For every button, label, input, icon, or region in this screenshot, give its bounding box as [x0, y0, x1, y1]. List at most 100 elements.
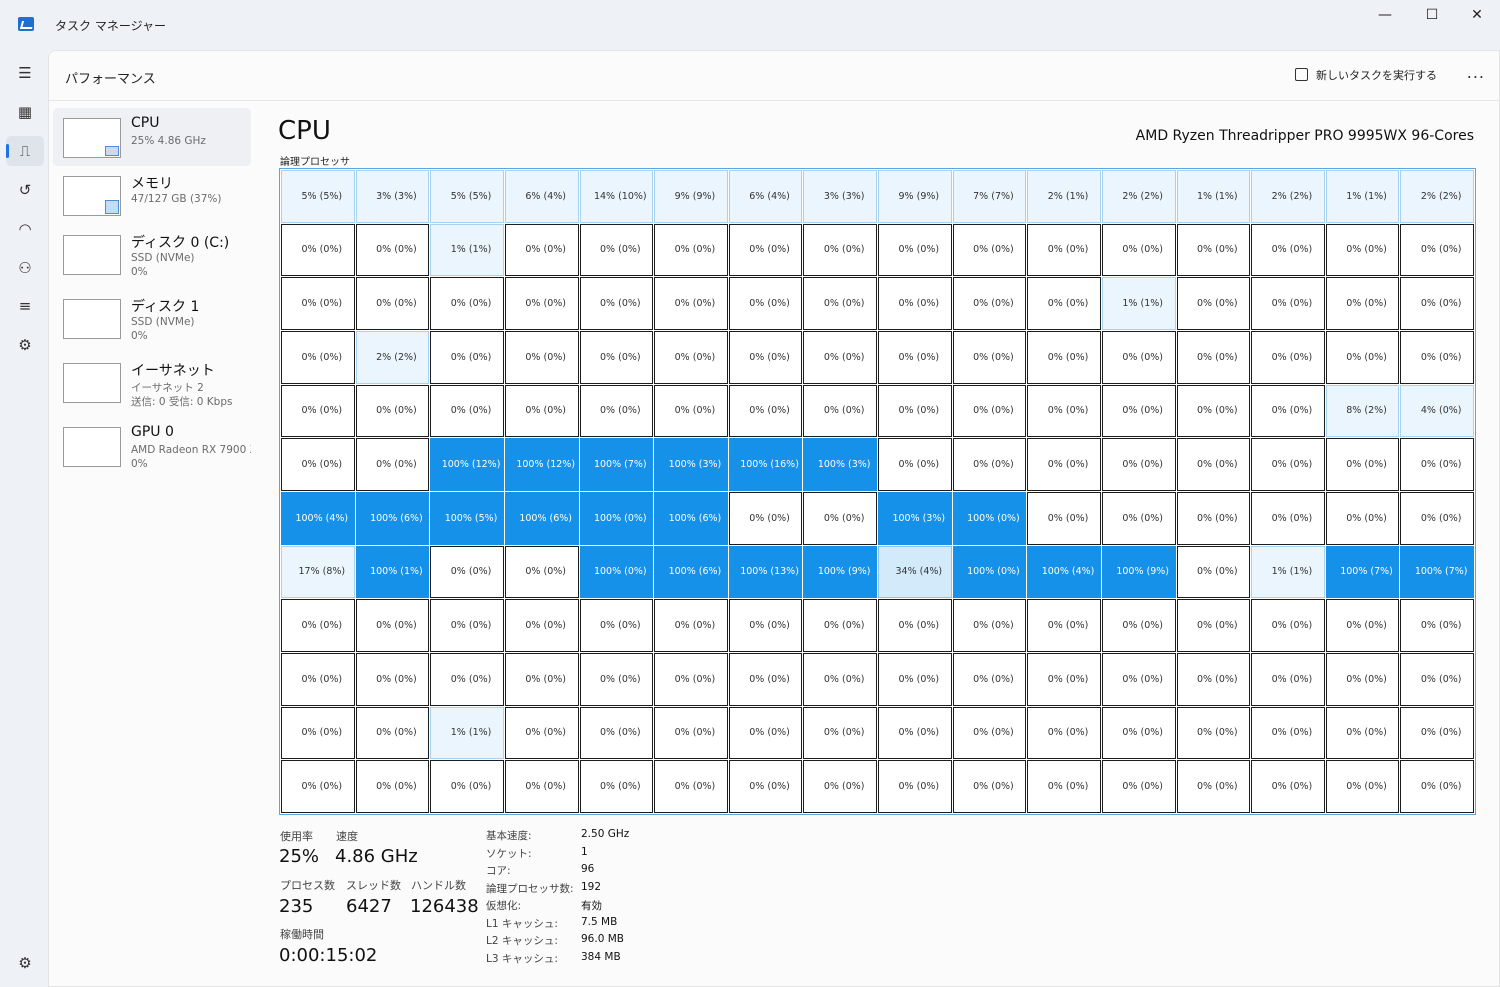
logical-processor-cell: 0% (0%) — [1101, 653, 1176, 706]
spec-key: L2 キャッシュ: — [486, 935, 558, 947]
logical-processor-cell: 0% (0%) — [579, 331, 654, 384]
resource-item-cpu[interactable]: CPU 25% 4.86 GHz — [53, 108, 251, 166]
resource-item-ethernet[interactable]: イーサネット イーサネット 2 送信: 0 受信: 0 Kbps — [53, 353, 251, 411]
logical-processor-cell: 0% (0%) — [281, 706, 355, 760]
menu-icon[interactable]: ☰ — [18, 64, 32, 82]
resource-item-memory[interactable]: メモリ 47/127 GB (37%) — [53, 166, 251, 224]
logical-processor-cell: 0% (0%) — [1325, 760, 1400, 813]
details-icon[interactable]: ≡ — [18, 297, 32, 315]
close-button[interactable]: ✕ — [1471, 7, 1483, 23]
utilization-value: 25% — [279, 846, 320, 867]
logical-processor-cell: 0% (0%) — [504, 223, 579, 277]
logical-processor-cell: 0% (0%) — [504, 384, 579, 438]
resource-usage: 0% — [131, 330, 148, 342]
uptime-value: 0:00:15:02 — [279, 945, 378, 966]
logical-processor-cell: 1% (1%) — [1325, 170, 1400, 223]
logical-processor-grid: 5% (5%) 3% (3%) 5% (5%) 6% (4%) 14% (10%) 9% … — [279, 168, 1476, 815]
resource-name: ディスク 1 — [131, 299, 200, 315]
logical-processor-cell: 100% (9%) — [803, 545, 877, 599]
services-icon[interactable]: ⚙ — [18, 336, 32, 354]
logical-processor-cell: 100% (7%) — [1400, 545, 1474, 599]
logical-processor-cell: 0% (0%) — [504, 760, 579, 813]
logical-processor-cell: 100% (3%) — [878, 492, 952, 545]
logical-processor-cell: 0% (0%) — [504, 706, 579, 760]
logical-processor-cell: 0% (0%) — [654, 223, 728, 277]
logical-processor-cell: 0% (0%) — [728, 760, 803, 813]
logical-processor-cell: 0% (0%) — [1251, 653, 1325, 706]
speed-value: 4.86 GHz — [335, 846, 418, 867]
logical-processor-cell: 0% (0%) — [878, 706, 952, 760]
logical-processor-cell: 0% (0%) — [355, 599, 430, 652]
logical-processor-cell: 0% (0%) — [1027, 331, 1101, 384]
logical-processor-cell: 0% (0%) — [1101, 384, 1176, 438]
logical-processor-cell: 0% (0%) — [281, 599, 355, 652]
logical-processor-cell: 0% (0%) — [803, 492, 877, 545]
logical-processor-cell: 0% (0%) — [1027, 599, 1101, 652]
run-new-task-button[interactable]: 新しいタスクを実行する — [1295, 67, 1437, 83]
window-title: タスク マネージャー — [55, 19, 166, 33]
users-icon[interactable]: ⚇ — [18, 259, 32, 277]
logical-processor-cell: 1% (1%) — [430, 706, 504, 760]
page-header: パフォーマンス 新しいタスクを実行する ... — [49, 51, 1500, 101]
logical-processor-cell: 0% (0%) — [803, 760, 877, 813]
logical-processor-cell: 0% (0%) — [654, 760, 728, 813]
logical-processor-cell: 0% (0%) — [1325, 599, 1400, 652]
logical-processor-cell: 0% (0%) — [1101, 760, 1176, 813]
logical-processor-cell: 0% (0%) — [281, 223, 355, 277]
resource-name: ディスク 0 (C:) — [131, 235, 230, 251]
logical-processor-cell: 0% (0%) — [579, 760, 654, 813]
logical-processor-cell: 0% (0%) — [1027, 492, 1101, 545]
maximize-button[interactable]: ☐ — [1425, 7, 1439, 23]
logical-processor-cell: 17% (8%) — [281, 545, 355, 599]
resource-item-disk0[interactable]: ディスク 0 (C:) SSD (NVMe) 0% — [53, 225, 251, 283]
startup-icon[interactable]: ◠ — [18, 220, 32, 238]
resource-item-disk1[interactable]: ディスク 1 SSD (NVMe) 0% — [53, 289, 251, 347]
resource-detail: 25% 4.86 GHz — [131, 135, 206, 147]
logical-processor-cell: 5% (5%) — [281, 170, 355, 223]
cpu-heading: CPU — [278, 116, 331, 146]
logical-processor-cell: 0% (0%) — [952, 653, 1027, 706]
logical-processor-cell: 4% (0%) — [1400, 384, 1474, 438]
resource-usage: 0% — [131, 458, 148, 470]
logical-processor-cell: 100% (9%) — [1101, 545, 1176, 599]
logical-processor-cell: 0% (0%) — [579, 653, 654, 706]
logical-processor-cell: 100% (4%) — [1027, 545, 1101, 599]
logical-processor-cell: 0% (0%) — [728, 331, 803, 384]
logical-processor-cell: 0% (0%) — [355, 653, 430, 706]
processes-icon[interactable]: ▦ — [17, 103, 33, 121]
resource-usage: 送信: 0 受信: 0 Kbps — [131, 396, 233, 408]
logical-processors-label: 論理プロセッサ — [280, 157, 350, 168]
more-options-button[interactable]: ... — [1466, 63, 1485, 82]
logical-processor-cell: 0% (0%) — [1251, 223, 1325, 277]
task-manager-icon — [18, 17, 34, 31]
spec-key: L3 キャッシュ: — [486, 953, 558, 965]
settings-icon[interactable]: ⚙ — [18, 954, 32, 972]
logical-processor-cell: 0% (0%) — [803, 384, 877, 438]
logical-processor-cell: 100% (5%) — [430, 492, 504, 545]
logical-processor-cell: 100% (0%) — [952, 545, 1027, 599]
resource-name: GPU 0 — [131, 424, 174, 440]
minimize-button[interactable]: — — [1378, 7, 1392, 23]
logical-processor-cell: 100% (7%) — [579, 438, 654, 491]
ethernet-thumbnail — [63, 363, 121, 403]
logical-processor-cell: 100% (0%) — [579, 492, 654, 545]
cpu-thumbnail — [63, 118, 121, 158]
spec-key: コア: — [486, 865, 511, 877]
logical-processor-cell: 100% (6%) — [504, 492, 579, 545]
logical-processor-cell: 0% (0%) — [952, 223, 1027, 277]
logical-processor-cell: 0% (0%) — [1251, 492, 1325, 545]
logical-processor-cell: 100% (6%) — [654, 545, 728, 599]
logical-processor-cell: 0% (0%) — [878, 277, 952, 330]
resource-detail: 47/127 GB (37%) — [131, 193, 222, 205]
spec-value: 2.50 GHz — [581, 828, 630, 840]
spec-key: ソケット: — [486, 848, 532, 860]
logical-processor-cell: 0% (0%) — [803, 223, 877, 277]
logical-processor-cell: 0% (0%) — [430, 545, 504, 599]
performance-icon[interactable]: ⎍ — [6, 136, 44, 166]
logical-processor-cell: 0% (0%) — [1325, 438, 1400, 491]
resource-item-gpu0[interactable]: GPU 0 AMD Radeon RX 7900 X 0% — [53, 417, 251, 475]
history-icon[interactable]: ↺ — [18, 181, 32, 199]
spec-key: 論理プロセッサ数: — [486, 883, 574, 895]
logical-processor-cell: 2% (2%) — [1400, 170, 1474, 223]
logical-processor-cell: 0% (0%) — [1251, 384, 1325, 438]
